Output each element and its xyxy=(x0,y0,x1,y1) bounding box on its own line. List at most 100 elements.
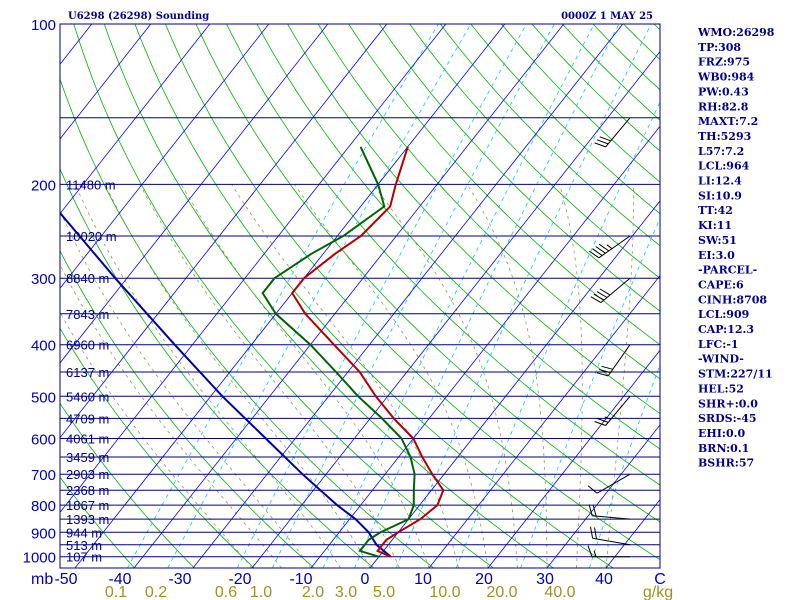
isotherm-line xyxy=(369,200,660,568)
dry-adiabat-line xyxy=(409,24,660,279)
isotherm-line xyxy=(428,274,660,568)
dry-adiabat-line xyxy=(165,24,660,561)
dry-adiabat-line xyxy=(287,24,660,415)
pressure-tick-label: 1000 xyxy=(23,550,56,567)
wind-barb xyxy=(590,526,631,546)
index-line: WB0:984 xyxy=(697,71,755,84)
pressure-tick-label: 200 xyxy=(31,177,56,194)
index-line: FRZ:975 xyxy=(698,56,750,69)
index-line: STM:227/11 xyxy=(698,368,773,381)
dry-adiabat-line xyxy=(60,249,315,568)
dry-adiabat-line xyxy=(439,24,660,247)
height-label: 5460 m xyxy=(66,389,109,404)
temperature-tick-label: 30 xyxy=(536,571,554,588)
index-line: SHR+:0.0 xyxy=(698,397,758,410)
height-label: 4709 m xyxy=(66,411,109,426)
wind-barb xyxy=(588,504,631,520)
mixing-ratio-line xyxy=(354,24,620,568)
sounding-time: 0000Z 1 MAY 25 xyxy=(561,11,653,22)
dry-adiabat-line xyxy=(60,167,375,568)
moist-adiabat-line xyxy=(139,184,400,568)
index-line: RH:82.8 xyxy=(698,100,749,113)
isotherm-line xyxy=(546,424,660,568)
isotherm-line xyxy=(310,125,660,568)
index-line: TT:42 xyxy=(698,204,733,217)
height-label: 2368 m xyxy=(66,483,109,498)
height-label: 2903 m xyxy=(66,467,109,482)
index-line: L57:7.2 xyxy=(698,145,744,158)
dry-adiabat-line xyxy=(531,24,660,152)
moist-adiabat-line xyxy=(605,184,634,568)
index-line: -PARCEL- xyxy=(698,264,757,277)
dry-adiabat-line xyxy=(500,24,660,183)
mixing-ratio-line xyxy=(236,24,527,568)
mixing-ratio-line xyxy=(455,101,660,568)
isotherm-line xyxy=(60,24,329,364)
index-line: PW:0.43 xyxy=(698,85,749,98)
height-label: 1867 m xyxy=(66,498,109,513)
dry-adiabat-line xyxy=(134,24,614,568)
index-line: CINH:8708 xyxy=(698,293,767,306)
isotherm-line xyxy=(192,24,624,568)
mixing-ratio-line xyxy=(127,24,439,568)
index-line: SI:10.9 xyxy=(698,189,742,202)
moist-adiabat-line xyxy=(60,209,312,568)
sounding-profiles xyxy=(60,146,445,558)
mixing-ratio-label: 0.1 xyxy=(105,584,127,600)
moist-adiabat-line xyxy=(294,184,489,568)
temperature-tick-label: -30 xyxy=(168,571,191,588)
pressure-tick-label: 500 xyxy=(31,389,56,406)
index-line: LFC:-1 xyxy=(698,338,739,351)
isotherm-line xyxy=(74,24,506,568)
moist-adiabat-line xyxy=(104,184,371,568)
wind-barb xyxy=(589,235,631,259)
height-label: 1393 m xyxy=(66,512,109,527)
index-line: LI:12.4 xyxy=(698,175,742,188)
temperature-tick-label: -10 xyxy=(289,571,312,588)
mixing-ratio-label: 5.0 xyxy=(373,584,395,600)
mixing-ratio-line xyxy=(322,24,595,568)
dry-adiabat-line xyxy=(562,24,660,121)
mixing-ratio-label: 0.2 xyxy=(145,584,167,600)
index-line: EHI:0.0 xyxy=(698,427,745,440)
isotherm-line xyxy=(251,50,660,568)
temperature-tick-label: 20 xyxy=(475,571,493,588)
isotherm-line xyxy=(487,349,660,568)
isotherm-line xyxy=(60,24,270,289)
dry-adiabat-line xyxy=(226,24,660,486)
pressure-tick-label: 100 xyxy=(31,17,56,34)
index-line: BSHR:57 xyxy=(698,457,754,470)
isotherm-line xyxy=(60,24,388,439)
height-label: 4061 m xyxy=(66,432,109,447)
isotherm-line xyxy=(60,24,211,215)
station-title: U6298 (26298) Sounding xyxy=(68,11,209,22)
index-line: WMO:26298 xyxy=(697,26,775,39)
moist-adiabat-line xyxy=(180,184,430,568)
plot-frame xyxy=(59,23,661,569)
height-label: 6960 m xyxy=(66,338,109,353)
pressure-unit-label: mb xyxy=(31,571,53,588)
index-line: LCL:964 xyxy=(698,160,750,173)
dry-adiabat-line xyxy=(378,24,660,312)
dry-adiabat-line xyxy=(256,24,660,450)
dry-adiabat-line xyxy=(317,24,660,380)
temperature-tick-label: 10 xyxy=(414,571,432,588)
mixing-ratio-label: 10.0 xyxy=(429,584,460,600)
moist-adiabat-line xyxy=(372,184,518,568)
isotherm-line xyxy=(60,24,152,140)
dry-adiabat-line xyxy=(73,24,494,568)
mixing-ratio-line xyxy=(520,217,660,568)
dry-adiabat-line xyxy=(60,402,195,568)
mixing-ratio-label: 2.0 xyxy=(302,584,324,600)
temperature-tick-label: 0 xyxy=(361,571,370,588)
moist-adiabat-line xyxy=(466,184,548,568)
pressure-tick-label: 300 xyxy=(31,271,56,288)
height-label: 944 m xyxy=(66,525,102,540)
index-line: TP:308 xyxy=(698,41,741,54)
height-label: 8840 m xyxy=(66,271,109,286)
index-line: TH:5293 xyxy=(698,130,751,143)
mixing-ratio-label: 20.0 xyxy=(486,584,517,600)
temperature-tick-label: -50 xyxy=(54,571,77,588)
